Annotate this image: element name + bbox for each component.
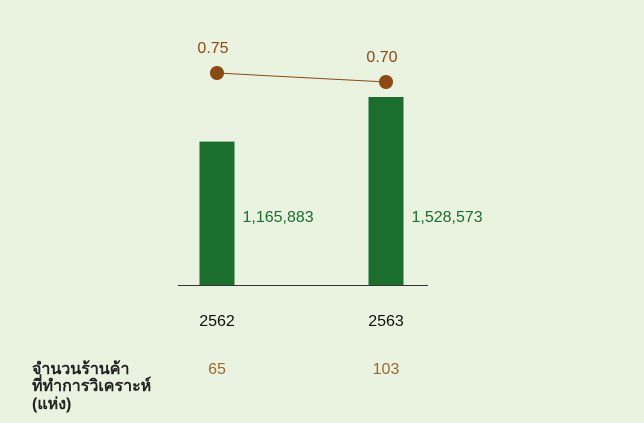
row-value: 103 <box>373 361 400 378</box>
x-tick-label: 2563 <box>368 313 404 330</box>
x-tick-label: 2562 <box>199 313 235 330</box>
line-label: 0.70 <box>366 49 397 66</box>
line-point <box>210 66 224 80</box>
bar <box>199 141 235 285</box>
row-label: (แห่ง) <box>32 396 71 413</box>
row-value: 65 <box>208 361 226 378</box>
bar <box>368 97 404 285</box>
data-label: 1,165,883 <box>243 209 314 226</box>
row-label: ที่ทำการวิเคราะห์ <box>32 374 151 395</box>
line-point <box>379 75 393 89</box>
line <box>216 72 387 83</box>
row-label: จำนวนร้านค้า <box>32 360 129 378</box>
data-label: 1,528,573 <box>412 209 483 226</box>
line-label: 0.75 <box>197 40 228 57</box>
